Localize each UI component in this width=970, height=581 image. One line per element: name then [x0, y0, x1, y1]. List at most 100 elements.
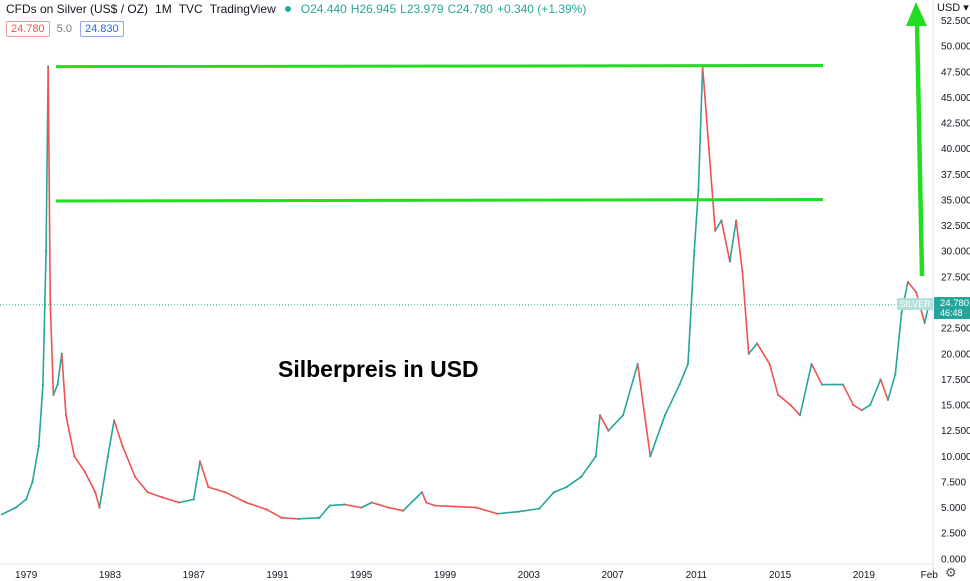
- series-segment: [266, 508, 283, 519]
- y-tick-label: 40.000: [941, 144, 970, 155]
- x-tick-label: 2003: [518, 570, 541, 581]
- resistance-line-upper[interactable]: [55, 63, 824, 69]
- series-segment: [192, 461, 201, 500]
- y-tick-label: 5.000: [941, 503, 966, 514]
- series-segment: [553, 486, 567, 493]
- quote-chips: 24.780 5.0 24.830: [6, 21, 131, 37]
- series-segment: [329, 503, 345, 507]
- series-segment: [318, 505, 331, 519]
- x-tick-label: 1991: [266, 570, 289, 581]
- up-arrow-icon[interactable]: [906, 2, 927, 277]
- series-segment: [42, 251, 47, 385]
- series-segment: [768, 363, 779, 396]
- y-tick-label: 37.500: [941, 170, 970, 181]
- symbol-title[interactable]: CFDs on Silver (US$ / OZ): [6, 2, 149, 16]
- x-tick-label: 1995: [350, 570, 373, 581]
- series-segment: [649, 415, 666, 457]
- series-segment: [518, 507, 540, 513]
- series-segment: [421, 491, 427, 503]
- arrow-shaft: [914, 21, 925, 277]
- x-tick-label: 2019: [853, 570, 876, 581]
- series-segment: [60, 353, 67, 416]
- series-segment: [402, 491, 423, 512]
- y-tick-label: 15.000: [941, 401, 970, 412]
- x-tick-label: 1979: [15, 570, 38, 581]
- series-segment: [664, 384, 681, 416]
- series-segment: [756, 343, 771, 365]
- series-segment: [52, 384, 59, 396]
- y-tick-label: 0.000: [941, 554, 966, 565]
- y-tick-label: 45.000: [941, 93, 970, 104]
- series-segment: [25, 481, 34, 500]
- y-tick-label: 30.000: [941, 247, 970, 258]
- series-segment: [538, 491, 555, 510]
- buy-price-chip[interactable]: 24.830: [79, 21, 124, 37]
- series-segment: [708, 148, 716, 231]
- series-segment: [894, 312, 903, 375]
- y-tick-label: 47.500: [941, 67, 970, 78]
- price-tag-value: 24.780: [940, 298, 969, 309]
- series-segment: [107, 420, 115, 457]
- price-tag-countdown: 46:48: [940, 308, 963, 318]
- horizontal-levels[interactable]: [55, 63, 824, 203]
- series-segment: [810, 363, 823, 385]
- y-tick-label: 17.500: [941, 375, 970, 386]
- series-segment: [735, 220, 744, 272]
- series-segment: [697, 66, 704, 190]
- symbol-tag: [897, 298, 933, 310]
- series-segment: [15, 498, 27, 509]
- series-segment: [799, 363, 813, 416]
- y-tick-label: 32.500: [941, 221, 970, 232]
- series-segment: [497, 510, 519, 515]
- y-tick-label: 52.500: [941, 16, 970, 27]
- series-segment: [245, 501, 268, 511]
- price-tag: [934, 297, 970, 319]
- series-segment: [869, 379, 882, 406]
- gear-icon[interactable]: ⚙: [945, 565, 957, 580]
- x-tick-label: 1987: [183, 570, 206, 581]
- series-segment: [636, 363, 652, 457]
- series-segment: [599, 414, 610, 432]
- currency-selector[interactable]: USD ▾: [937, 1, 969, 14]
- change-value: +0.340 (+1.39%): [496, 2, 587, 16]
- sell-price-chip[interactable]: 24.780: [6, 21, 50, 37]
- series-segment: [49, 302, 55, 395]
- series-segment: [622, 363, 639, 416]
- series-segment: [56, 353, 63, 385]
- series-segment: [47, 66, 52, 303]
- series-segment: [65, 415, 76, 457]
- y-tick-label: 50.000: [941, 42, 970, 53]
- series-segment: [476, 506, 498, 515]
- series-segment: [580, 455, 597, 478]
- series-segment: [425, 501, 435, 507]
- chart-annotation-title[interactable]: Silberpreis in USD: [278, 356, 479, 382]
- time-axis[interactable]: 1979 1983 1987 1991 1995 1999 2003 2007 2011 2015…: [15, 570, 938, 581]
- series-segment: [98, 456, 109, 508]
- x-tick-label: 2007: [601, 570, 624, 581]
- price-axis[interactable]: 0.000 2.500 5.000 7.500 10.000 12.500 15.000 17…: [941, 16, 970, 565]
- price-series: [0, 65, 930, 520]
- series-segment: [741, 271, 750, 354]
- x-tick-label: 1983: [99, 570, 122, 581]
- series-segment: [37, 384, 44, 447]
- series-segment: [0, 506, 17, 516]
- series-segment: [344, 503, 362, 509]
- series-segment: [434, 504, 456, 508]
- series-segment: [842, 384, 855, 406]
- exchange-label: TVC: [178, 2, 203, 16]
- open-value: O24.440: [300, 2, 347, 16]
- resistance-line-lower[interactable]: [55, 197, 824, 203]
- low-value: L23.979: [400, 2, 444, 16]
- interval-label[interactable]: 1M: [155, 2, 172, 16]
- chevron-down-icon: ▾: [960, 2, 969, 14]
- x-tick-label: 1999: [434, 570, 457, 581]
- series-segment: [861, 404, 871, 411]
- high-value: H26.945: [350, 2, 397, 16]
- last-price-tag: SILVER 24.780 46:48: [897, 297, 970, 319]
- symbol-tag-label: SILVER: [899, 299, 931, 309]
- series-segment: [199, 461, 210, 488]
- spread-value: 5.0: [56, 23, 72, 35]
- series-segment: [121, 445, 136, 478]
- series-segment: [371, 501, 389, 509]
